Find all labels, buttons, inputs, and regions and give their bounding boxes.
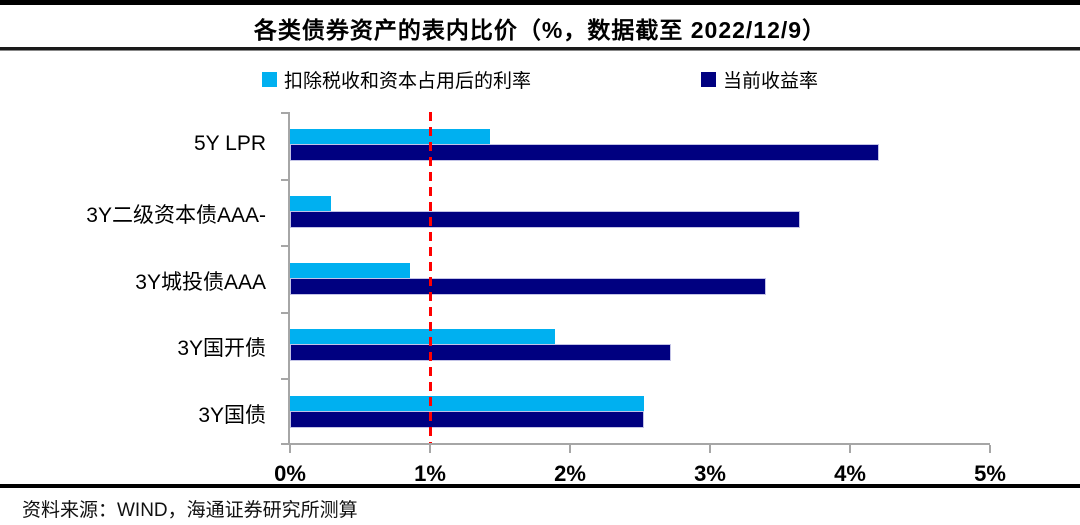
x-axis-tick xyxy=(849,445,851,453)
category-label: 3Y二级资本债AAA- xyxy=(86,203,266,227)
x-axis-tick xyxy=(429,445,431,453)
x-axis-tick xyxy=(289,445,291,453)
bottom-border-rule xyxy=(0,484,1080,488)
category-label: 5Y LPR xyxy=(194,132,266,156)
x-axis-tick-label: 4% xyxy=(834,461,866,486)
chart-title: 各类债券资产的表内比价（%，数据截至 2022/12/9） xyxy=(253,17,827,43)
bar-current-yield xyxy=(290,210,800,228)
bar-current-yield xyxy=(290,344,671,362)
x-axis-tick xyxy=(709,445,711,453)
reference-line-1pct xyxy=(429,112,432,443)
x-axis-tick-label: 2% xyxy=(554,461,586,486)
bar-after-tax-rate xyxy=(290,195,331,211)
bar-current-yield xyxy=(290,277,766,295)
y-axis-tick xyxy=(281,178,289,181)
bar-after-tax-rate xyxy=(290,129,491,145)
bar-after-tax-rate xyxy=(290,395,645,411)
y-axis-tick xyxy=(281,378,289,381)
bar-current-yield xyxy=(290,144,880,162)
top-border-rule xyxy=(0,0,1080,5)
x-axis-tick xyxy=(989,445,991,453)
legend-label-current-yield: 当前收益率 xyxy=(723,70,819,92)
legend-item-current-yield: 当前收益率 xyxy=(701,66,818,93)
chart-legend: 扣除税收和资本占用后的利率 当前收益率 xyxy=(0,66,1080,92)
legend-swatch-light-blue xyxy=(261,71,277,87)
bar-current-yield xyxy=(290,410,645,428)
y-axis-tick xyxy=(281,311,289,314)
x-axis-tick-label: 3% xyxy=(694,461,726,486)
y-axis-tick xyxy=(281,443,289,445)
category-label: 3Y国开债 xyxy=(177,337,266,361)
x-axis-tick-label: 0% xyxy=(274,461,306,486)
plot-area: 0% 1% 2% 3% 4% 5% xyxy=(274,112,1006,486)
x-axis-tick-label: 5% xyxy=(974,461,1006,486)
bar-after-tax-rate xyxy=(290,329,555,345)
y-axis-tick xyxy=(281,245,289,248)
legend-label-after-tax-rate: 扣除税收和资本占用后的利率 xyxy=(283,70,531,92)
category-axis-labels: 5Y LPR 3Y二级资本债AAA- 3Y城投债AAA 3Y国开债 3Y国债 xyxy=(0,112,276,445)
data-source-note: 资料来源：WIND，海通证券研究所测算 xyxy=(22,500,358,521)
category-label: 3Y国债 xyxy=(198,403,266,427)
x-axis-tick-label: 1% xyxy=(414,461,446,486)
category-label: 3Y城投债AAA xyxy=(135,270,266,294)
title-divider-rule xyxy=(0,47,1080,51)
legend-swatch-dark-blue xyxy=(701,71,716,87)
x-axis-tick xyxy=(569,445,571,453)
bar-after-tax-rate xyxy=(290,262,411,278)
legend-item-after-tax-rate: 扣除税收和资本占用后的利率 xyxy=(261,66,531,93)
y-axis-tick xyxy=(281,112,289,114)
